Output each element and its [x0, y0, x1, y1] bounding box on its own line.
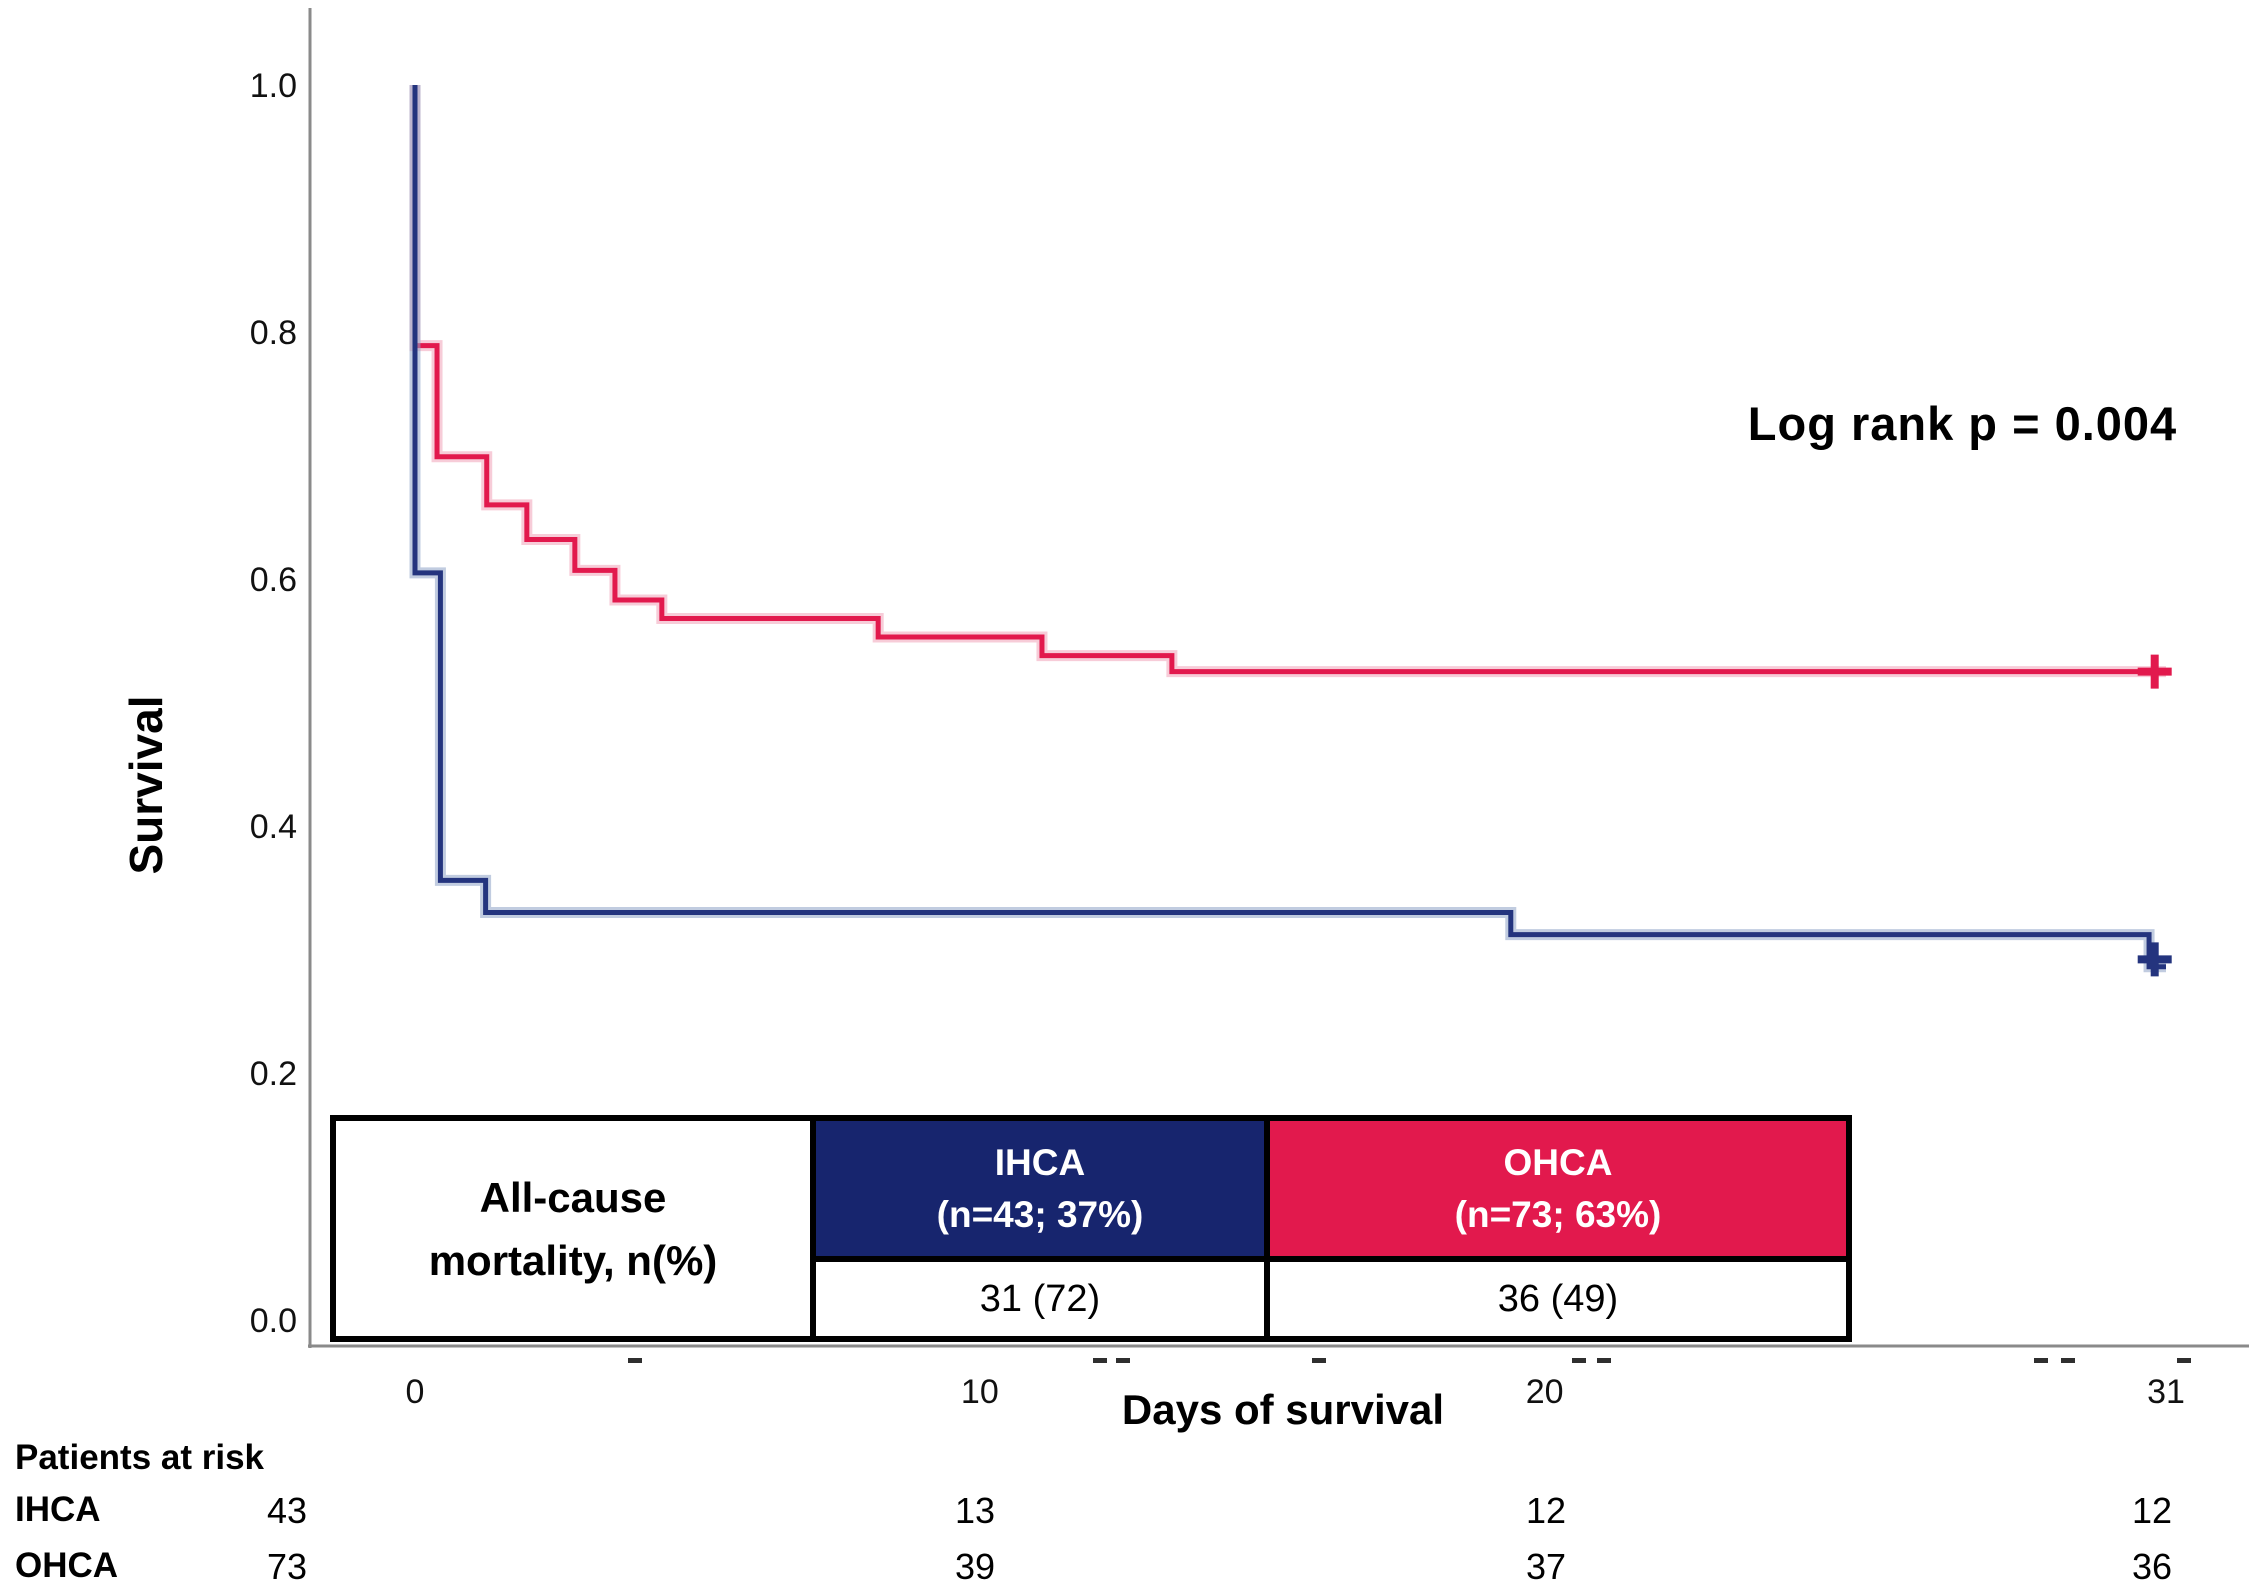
- mortality-value-ihca: 31 (72): [816, 1262, 1270, 1336]
- km-curve-ohca: [412, 85, 2166, 675]
- mortality-row-header-line1: All-cause: [479, 1173, 667, 1221]
- km-curve-ihca: [412, 85, 2166, 970]
- x-minor-tick: [2061, 1358, 2075, 1363]
- patients-at-risk-title: Patients at risk: [15, 1438, 264, 1477]
- x-minor-tick: [2177, 1358, 2191, 1363]
- risk-row-ohca-label: OHCA: [15, 1546, 119, 1585]
- risk-row-ohca-value-2: 37: [1525, 1546, 1567, 1587]
- y-tick-label: 0.2: [250, 1055, 297, 1093]
- x-minor-tick: [1093, 1358, 1107, 1363]
- mortality-header-ohca: OHCA (n=73; 63%): [1270, 1121, 1846, 1262]
- x-minor-tick: [1597, 1358, 1611, 1363]
- y-tick-label: 1.0: [250, 67, 297, 105]
- risk-row-ihca-value-0: 43: [266, 1490, 308, 1531]
- km-curve-halo-ihca: [409, 85, 2166, 973]
- risk-row-ihca-label: IHCA: [15, 1490, 101, 1529]
- risk-row-ihca-value-2: 12: [1525, 1490, 1567, 1531]
- mortality-header-ihca-title: IHCA: [994, 1141, 1086, 1183]
- risk-row-ohca: OHCA 73 39 37 36: [0, 1546, 2251, 1592]
- x-minor-tick: [628, 1358, 642, 1363]
- risk-row-ihca: IHCA 43 13 12 12: [0, 1490, 2251, 1536]
- mortality-header-ohca-title: OHCA: [1503, 1141, 1613, 1183]
- risk-row-ihca-value-1: 13: [954, 1490, 996, 1531]
- log-rank-annotation: Log rank p = 0.004: [1747, 397, 2178, 450]
- x-minor-tick: [1312, 1358, 1326, 1363]
- y-tick-label: 0.4: [250, 808, 297, 846]
- y-axis-title: Survival: [120, 696, 172, 875]
- y-tick-label: 0.6: [250, 561, 297, 599]
- mortality-table: All-cause mortality, n(%) IHCA (n=43; 37…: [330, 1115, 1852, 1342]
- x-tick-label: 10: [961, 1373, 999, 1411]
- risk-row-ohca-value-1: 39: [954, 1546, 996, 1587]
- risk-row-ihca-value-3: 12: [2131, 1490, 2173, 1531]
- mortality-header-ohca-subtitle: (n=73; 63%): [1454, 1193, 1662, 1235]
- mortality-header-ihca-subtitle: (n=43; 37%): [936, 1193, 1144, 1235]
- y-tick-label: 0.0: [250, 1302, 297, 1340]
- x-minor-tick: [2034, 1358, 2048, 1363]
- risk-row-ohca-value-0: 73: [266, 1546, 308, 1587]
- x-minor-tick: [1116, 1358, 1130, 1363]
- risk-row-ohca-value-3: 36: [2131, 1546, 2173, 1587]
- mortality-header-ihca: IHCA (n=43; 37%): [816, 1121, 1270, 1262]
- x-axis-title: Days of survival: [1122, 1386, 1444, 1433]
- km-curve-halo-ohca: [409, 85, 2166, 678]
- x-tick-label: 0: [406, 1373, 425, 1411]
- y-tick-label: 0.8: [250, 314, 297, 352]
- x-tick-label: 20: [1526, 1373, 1564, 1411]
- x-tick-label: 31: [2147, 1373, 2185, 1411]
- mortality-row-header: All-cause mortality, n(%): [336, 1121, 816, 1336]
- mortality-value-ohca: 36 (49): [1270, 1262, 1846, 1336]
- x-minor-tick: [1572, 1358, 1586, 1363]
- mortality-row-header-line2: mortality, n(%): [428, 1236, 718, 1284]
